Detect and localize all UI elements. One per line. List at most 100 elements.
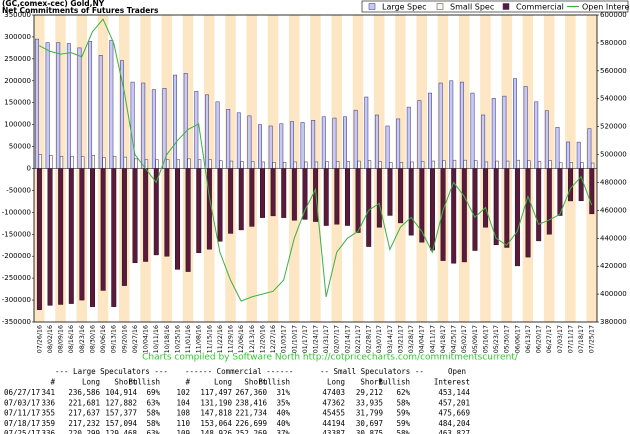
bar (366, 168, 372, 247)
table-cell: 475,669 (438, 409, 470, 418)
bar (491, 98, 496, 169)
bar (589, 168, 595, 215)
bar (506, 160, 510, 169)
bar (304, 161, 308, 169)
bar (98, 55, 103, 169)
bar (483, 168, 489, 228)
x-tick-label: 02/14/17 (344, 325, 351, 353)
table-cell: 359 (41, 419, 55, 428)
bar (504, 168, 510, 248)
bar (238, 168, 244, 231)
x-tick-label: 08/23/16 (79, 325, 86, 353)
x-tick-label: 02/28/17 (366, 325, 373, 353)
bar (408, 168, 414, 236)
bar (175, 168, 180, 270)
bar (183, 73, 188, 169)
legend-label: Small Spec (450, 3, 494, 12)
y-tick-label: -250000 (2, 274, 31, 282)
bar (311, 120, 316, 169)
bar (440, 168, 446, 261)
legend: Large Spec Small Spec Commercial Open Inter… (361, 0, 630, 13)
bar (355, 168, 361, 233)
bar (527, 160, 531, 169)
table-group: Open (448, 367, 466, 376)
x-tick-label: 01/17/17 (302, 325, 309, 353)
bar (428, 92, 432, 169)
bar (398, 168, 404, 224)
bar (123, 156, 127, 169)
table-cell: 63% (146, 398, 160, 407)
bar (343, 116, 347, 169)
table-cell: 131,190 (200, 398, 232, 407)
bar (249, 168, 255, 227)
table-cell: 267,360 (235, 388, 267, 397)
table-cell: 47362 (322, 398, 345, 407)
bar (472, 168, 478, 251)
table-header: Long (82, 378, 100, 387)
bar (47, 168, 53, 306)
bar (194, 91, 199, 169)
table-cell: 157,094 (105, 419, 137, 428)
bar (344, 168, 350, 226)
table-cell: 221,681 (68, 398, 100, 407)
table-cell: 127,882 (105, 398, 137, 407)
table-cell: 40% (276, 409, 290, 418)
bar (90, 168, 96, 307)
bar (49, 155, 53, 169)
bar (240, 161, 244, 169)
x-tick-label: 07/11/17 (567, 325, 574, 353)
y2-tick-label: 480000 (600, 178, 627, 186)
bar (314, 161, 319, 169)
table-cell: 236,586 (68, 388, 100, 397)
bar (514, 168, 520, 267)
bar (187, 158, 191, 169)
table-cell: 31% (276, 388, 290, 397)
x-tick-label: 04/04/17 (419, 325, 426, 353)
chart-subtitle: Net Commitments of Futures Traders (2, 6, 159, 15)
bar (300, 122, 305, 169)
table-cell: 58% (396, 429, 410, 434)
bar (421, 161, 425, 169)
table-cell: 148,926 (200, 429, 232, 434)
x-tick-label: 09/06/16 (100, 325, 107, 353)
x-tick-label: 02/07/17 (334, 325, 341, 353)
table-cell: 06/27/17 (4, 388, 40, 397)
x-tick-label: 05/02/17 (461, 325, 468, 353)
bar (112, 155, 117, 169)
bar (45, 42, 50, 169)
bar (481, 114, 486, 169)
table-cell: 69% (146, 388, 160, 397)
table-cell: 341 (41, 388, 55, 397)
bar (346, 161, 350, 169)
bar (272, 162, 276, 169)
bar (226, 109, 231, 169)
annotation: Charts compiled by Software North http:/… (142, 353, 519, 363)
bar (141, 82, 146, 169)
table-cell: 157,377 (105, 409, 137, 418)
bar (523, 86, 528, 169)
bar (109, 40, 114, 169)
table-cell: 45455 (322, 409, 345, 418)
bar (228, 168, 234, 234)
table-header: Short (114, 378, 137, 387)
x-tick-label: 07/26/16 (36, 325, 43, 353)
y-tick-label: 200000 (4, 77, 31, 85)
table-cell: 33,935 (356, 398, 383, 407)
table-cell: 109 (176, 429, 190, 434)
y2-tick-label: 580000 (600, 39, 627, 47)
y2-tick-label: 460000 (600, 206, 627, 214)
bar (399, 162, 404, 169)
x-tick-label: 09/27/16 (132, 325, 139, 353)
y2-tick-label: 520000 (600, 123, 627, 131)
table-group: ------ Commercial ------ (185, 367, 293, 376)
x-tick-label: 06/13/17 (525, 325, 532, 353)
x-tick-label: 09/13/16 (111, 325, 118, 353)
bar (197, 159, 202, 169)
bar (59, 155, 64, 169)
bar (204, 94, 209, 169)
bar (357, 160, 361, 169)
table-cell: 220,299 (68, 429, 100, 434)
bar (325, 161, 329, 169)
y2-tick-label: 420000 (600, 262, 627, 270)
bar (79, 168, 85, 301)
